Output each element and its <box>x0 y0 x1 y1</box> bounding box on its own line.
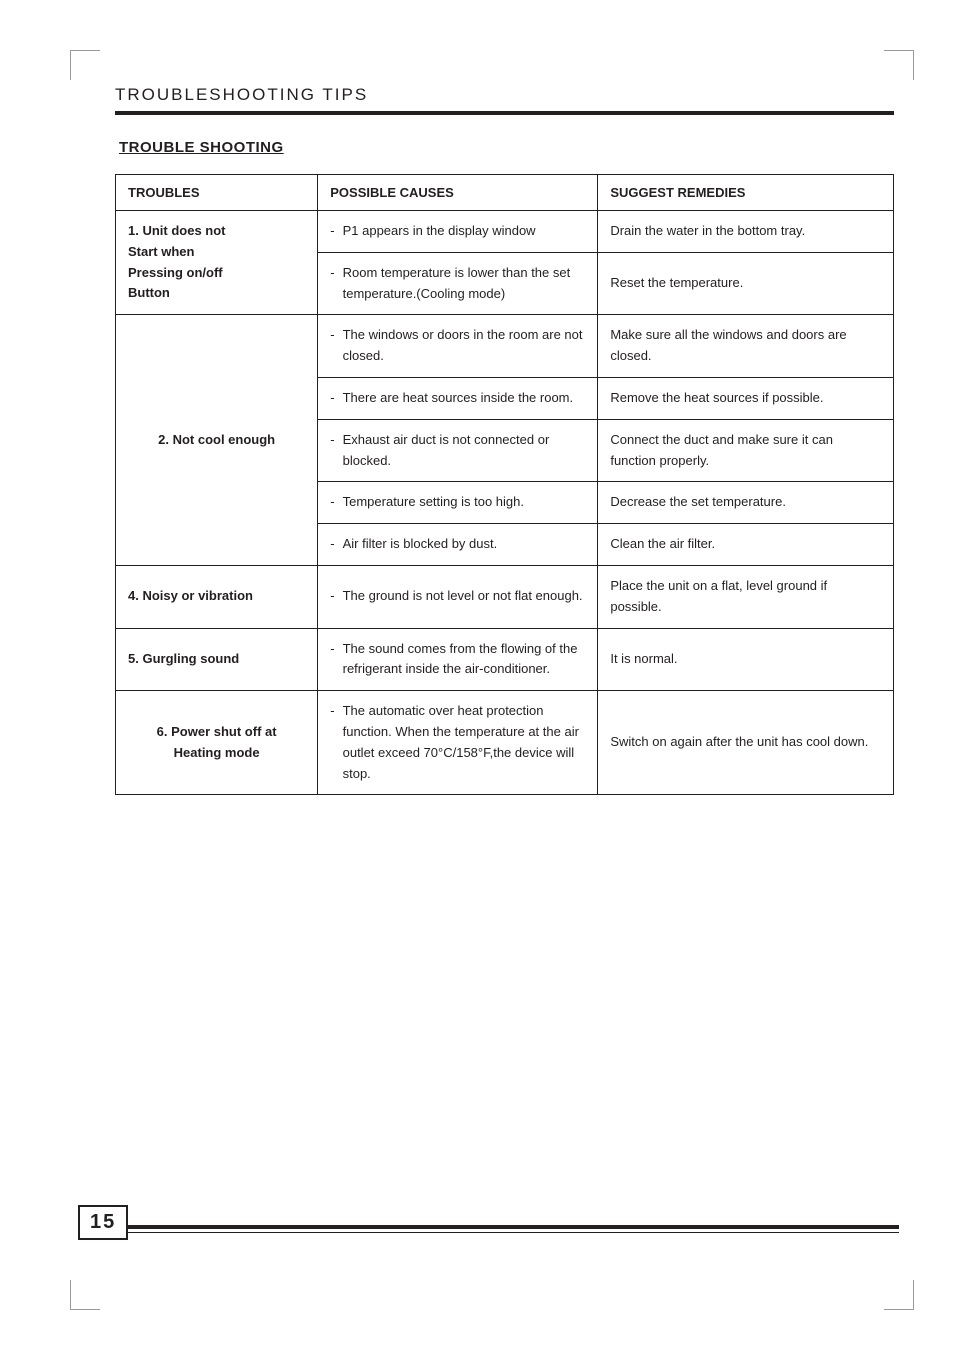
dash-icon: - <box>330 492 334 513</box>
header-remedies: SUGGEST REMEDIES <box>598 175 894 211</box>
cause-cell: -There are heat sources inside the room. <box>318 377 598 419</box>
cause-text: Room temperature is lower than the set t… <box>343 263 586 305</box>
trouble-cell: 2. Not cool enough <box>116 315 318 566</box>
header-troubles: TROUBLES <box>116 175 318 211</box>
dash-icon: - <box>330 586 334 607</box>
footer-rule-thin <box>126 1232 899 1233</box>
section-title: TROUBLESHOOTING TIPS <box>115 85 894 111</box>
troubleshooting-table: TROUBLES POSSIBLE CAUSES SUGGEST REMEDIE… <box>115 174 894 795</box>
remedy-cell: Clean the air filter. <box>598 524 894 566</box>
subsection-title: TROUBLE SHOOTING <box>115 139 894 156</box>
section-rule <box>115 111 894 115</box>
cause-text: P1 appears in the display window <box>343 221 536 242</box>
cause-cell: -Temperature setting is too high. <box>318 482 598 524</box>
table-row: 4. Noisy or vibration-The ground is not … <box>116 565 894 628</box>
cause-text: Air filter is blocked by dust. <box>343 534 498 555</box>
crop-mark-tr <box>884 50 914 80</box>
dash-icon: - <box>330 701 334 784</box>
cause-cell: -The windows or doors in the room are no… <box>318 315 598 378</box>
trouble-cell: 1. Unit does notStart whenPressing on/of… <box>116 211 318 315</box>
footer-rule-thick <box>126 1225 899 1229</box>
table-row: 6. Power shut off atHeating mode-The aut… <box>116 691 894 795</box>
cause-text: There are heat sources inside the room. <box>343 388 574 409</box>
table-row: 2. Not cool enough-The windows or doors … <box>116 315 894 378</box>
remedy-cell: Connect the duct and make sure it can fu… <box>598 419 894 482</box>
trouble-cell: 5. Gurgling sound <box>116 628 318 691</box>
trouble-cell: 6. Power shut off atHeating mode <box>116 691 318 795</box>
crop-mark-bl <box>70 1280 100 1310</box>
page-footer: 15 <box>78 1205 899 1240</box>
table-row: 5. Gurgling sound-The sound comes from t… <box>116 628 894 691</box>
remedy-cell: Make sure all the windows and doors are … <box>598 315 894 378</box>
dash-icon: - <box>330 221 334 242</box>
cause-text: Exhaust air duct is not connected or blo… <box>343 430 586 472</box>
cause-text: The sound comes from the flowing of the … <box>343 639 586 681</box>
remedy-cell: Place the unit on a flat, level ground i… <box>598 565 894 628</box>
remedy-cell: Remove the heat sources if possible. <box>598 377 894 419</box>
trouble-cell: 4. Noisy or vibration <box>116 565 318 628</box>
remedy-cell: Switch on again after the unit has cool … <box>598 691 894 795</box>
cause-cell: -Air filter is blocked by dust. <box>318 524 598 566</box>
remedy-cell: Reset the temperature. <box>598 252 894 315</box>
cause-text: The automatic over heat protection funct… <box>343 701 586 784</box>
page-number: 15 <box>78 1205 128 1240</box>
cause-cell: -The ground is not level or not flat eno… <box>318 565 598 628</box>
cause-text: The ground is not level or not flat enou… <box>343 586 583 607</box>
cause-cell: -The sound comes from the flowing of the… <box>318 628 598 691</box>
dash-icon: - <box>330 534 334 555</box>
remedy-cell: It is normal. <box>598 628 894 691</box>
page-content: TROUBLESHOOTING TIPS TROUBLE SHOOTING TR… <box>0 0 954 795</box>
cause-text: The windows or doors in the room are not… <box>343 325 586 367</box>
cause-cell: -Room temperature is lower than the set … <box>318 252 598 315</box>
dash-icon: - <box>330 639 334 681</box>
cause-cell: -Exhaust air duct is not connected or bl… <box>318 419 598 482</box>
remedy-cell: Drain the water in the bottom tray. <box>598 211 894 253</box>
dash-icon: - <box>330 430 334 472</box>
cause-text: Temperature setting is too high. <box>343 492 524 513</box>
table-row: 1. Unit does notStart whenPressing on/of… <box>116 211 894 253</box>
cause-cell: -P1 appears in the display window <box>318 211 598 253</box>
header-causes: POSSIBLE CAUSES <box>318 175 598 211</box>
remedy-cell: Decrease the set temperature. <box>598 482 894 524</box>
dash-icon: - <box>330 325 334 367</box>
crop-mark-tl <box>70 50 100 80</box>
cause-cell: -The automatic over heat protection func… <box>318 691 598 795</box>
dash-icon: - <box>330 388 334 409</box>
crop-mark-br <box>884 1280 914 1310</box>
dash-icon: - <box>330 263 334 305</box>
